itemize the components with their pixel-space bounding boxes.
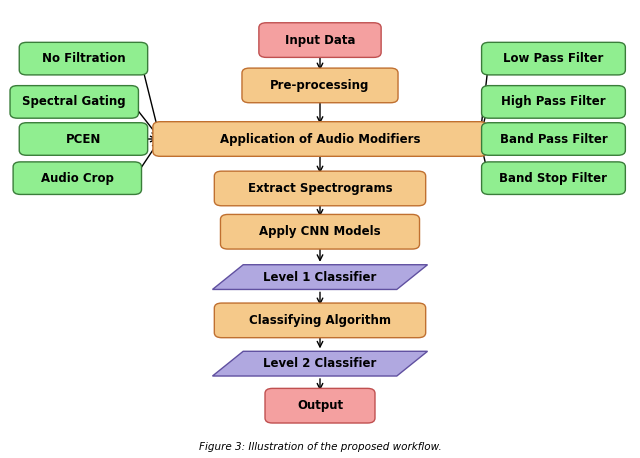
Text: Pre-processing: Pre-processing — [270, 79, 370, 92]
Text: PCEN: PCEN — [66, 132, 101, 146]
Text: High Pass Filter: High Pass Filter — [501, 95, 606, 109]
FancyBboxPatch shape — [481, 86, 625, 118]
Text: Apply CNN Models: Apply CNN Models — [259, 225, 381, 238]
Polygon shape — [212, 351, 428, 376]
FancyBboxPatch shape — [481, 162, 625, 195]
Text: Figure 3: Illustration of the proposed workflow.: Figure 3: Illustration of the proposed w… — [198, 442, 442, 452]
Text: Audio Crop: Audio Crop — [41, 172, 114, 185]
Text: Band Stop Filter: Band Stop Filter — [499, 172, 607, 185]
Text: Output: Output — [297, 399, 343, 412]
FancyBboxPatch shape — [19, 42, 148, 75]
FancyBboxPatch shape — [481, 123, 625, 155]
FancyBboxPatch shape — [153, 122, 487, 156]
Text: Level 2 Classifier: Level 2 Classifier — [263, 357, 377, 370]
FancyBboxPatch shape — [19, 123, 148, 155]
Text: Classifying Algorithm: Classifying Algorithm — [249, 314, 391, 327]
FancyBboxPatch shape — [242, 68, 398, 103]
FancyBboxPatch shape — [265, 388, 375, 423]
FancyBboxPatch shape — [220, 214, 420, 249]
FancyBboxPatch shape — [10, 86, 138, 118]
Text: Low Pass Filter: Low Pass Filter — [503, 52, 604, 65]
FancyBboxPatch shape — [259, 23, 381, 57]
FancyBboxPatch shape — [214, 303, 426, 338]
Text: Application of Audio Modifiers: Application of Audio Modifiers — [220, 132, 420, 146]
Text: Spectral Gating: Spectral Gating — [22, 95, 126, 109]
Text: Level 1 Classifier: Level 1 Classifier — [263, 271, 377, 284]
Text: Input Data: Input Data — [285, 33, 355, 47]
Text: No Filtration: No Filtration — [42, 52, 125, 65]
FancyBboxPatch shape — [214, 171, 426, 206]
FancyBboxPatch shape — [13, 162, 141, 195]
Text: Extract Spectrograms: Extract Spectrograms — [248, 182, 392, 195]
Polygon shape — [212, 265, 428, 289]
FancyBboxPatch shape — [481, 42, 625, 75]
Text: Band Pass Filter: Band Pass Filter — [500, 132, 607, 146]
